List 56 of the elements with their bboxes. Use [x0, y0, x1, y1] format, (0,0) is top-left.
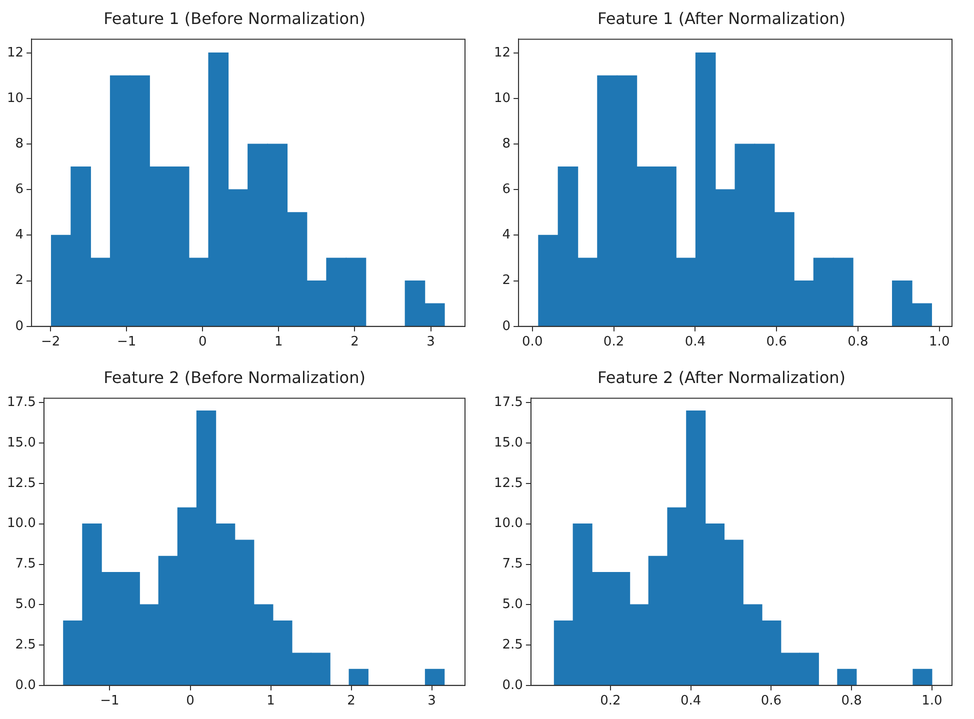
- y-tick-label: 7.5: [502, 556, 523, 572]
- x-tick-label: 1: [274, 334, 283, 350]
- y-tick-label: 12: [494, 45, 511, 60]
- y-tick-label: 4: [502, 228, 511, 243]
- x-tick-label: 1.0: [929, 334, 950, 350]
- x-tick-label: 0: [198, 334, 207, 350]
- x-tick-label: 0: [186, 694, 194, 709]
- chart-title: Feature 1 (Before Normalization): [104, 8, 366, 28]
- y-tick-label: 2: [502, 273, 511, 288]
- x-tick-label: 0.2: [603, 334, 624, 350]
- x-tick-label: −2: [40, 334, 60, 350]
- x-tick-label: 0.8: [841, 694, 862, 709]
- y-tick-label: 5.0: [15, 597, 36, 612]
- x-tick-label: 3: [428, 694, 436, 709]
- y-tick-label: 5.0: [502, 597, 523, 612]
- y-tick-label: 8: [502, 136, 511, 152]
- y-tick-label: 10: [494, 90, 511, 106]
- chart-title: Feature 2 (After Normalization): [598, 368, 846, 387]
- chart-title: Feature 2 (Before Normalization): [104, 368, 366, 387]
- y-tick-label: 2.5: [502, 637, 523, 652]
- x-tick-label: 0.0: [522, 334, 543, 350]
- x-tick-label: −1: [100, 694, 120, 709]
- y-tick-label: 12: [6, 45, 24, 60]
- y-tick-label: 12.5: [494, 476, 523, 491]
- y-tick-label: 0.0: [502, 678, 523, 693]
- x-tick-label: 0.4: [684, 334, 706, 350]
- y-tick-label: 7.5: [15, 556, 36, 572]
- x-tick-label: −1: [117, 334, 136, 350]
- x-tick-label: 2: [350, 334, 359, 350]
- x-tick-label: 0.8: [848, 334, 868, 350]
- y-tick-label: 2: [15, 273, 24, 288]
- x-tick-label: 3: [426, 334, 435, 350]
- y-tick-label: 6: [502, 182, 511, 198]
- y-tick-label: 10.0: [494, 516, 523, 532]
- chart-title: Feature 1 (After Normalization): [598, 8, 846, 28]
- x-tick-label: 0.4: [680, 694, 702, 709]
- y-tick-label: 2.5: [15, 637, 36, 652]
- y-tick-label: 15.0: [6, 435, 36, 450]
- y-tick-label: 4: [15, 228, 24, 243]
- x-tick-label: 2: [347, 694, 356, 709]
- x-tick-label: 0.6: [760, 694, 782, 709]
- x-tick-label: 0.2: [600, 694, 621, 709]
- y-tick-label: 0: [15, 318, 24, 334]
- y-tick-label: 8: [15, 136, 24, 152]
- y-tick-label: 0.0: [15, 678, 36, 693]
- x-tick-label: 1.0: [922, 694, 942, 709]
- y-tick-label: 0: [502, 318, 511, 334]
- x-tick-label: 0.6: [766, 334, 787, 350]
- y-tick-label: 10.0: [6, 516, 36, 532]
- y-tick-label: 15.0: [494, 435, 523, 450]
- x-tick-label: 1: [266, 694, 275, 709]
- y-tick-label: 17.5: [6, 395, 36, 410]
- y-tick-label: 10: [6, 90, 24, 106]
- y-tick-label: 12.5: [6, 476, 36, 491]
- y-tick-label: 6: [15, 182, 24, 198]
- y-tick-label: 17.5: [494, 395, 523, 410]
